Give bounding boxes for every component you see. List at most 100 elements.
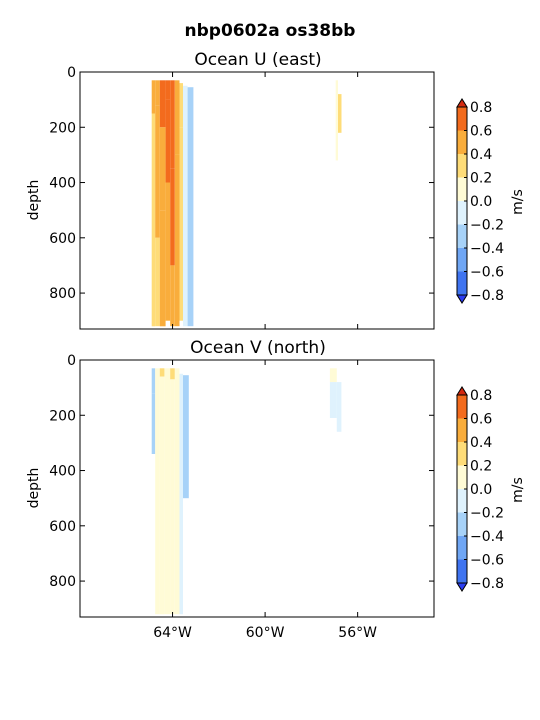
heatmap-cell <box>179 373 183 615</box>
y-tick-label: 800 <box>49 286 76 302</box>
colorbar-band <box>457 248 467 272</box>
colorbar-band <box>457 395 467 419</box>
heatmap-cell <box>165 182 171 321</box>
heatmap-cell <box>151 113 156 166</box>
colorbar-v: −0.8 −0.6 −0.4 −0.2 0.0 0.2 0.4 0.6 0.8 <box>456 386 504 592</box>
colorbar-tick-label: 0.6 <box>470 124 492 140</box>
colorbar-tick-label: −0.6 <box>470 553 504 569</box>
colorbar-band <box>457 512 467 536</box>
plot-frame-v <box>79 359 435 618</box>
colorbar-band <box>457 107 467 131</box>
heatmap-cell <box>151 166 156 327</box>
heatmap-cells-u <box>151 80 342 327</box>
colorbar-extend-max <box>456 98 468 108</box>
colorbar-tick-label: 0.2 <box>470 171 492 187</box>
heatmap-cell <box>174 154 180 327</box>
colorbar-band <box>457 489 467 513</box>
heatmap-cell <box>155 80 160 106</box>
heatmap-cell <box>336 382 342 432</box>
panel-1-title: Ocean U (east) <box>194 50 321 70</box>
heatmap-cell <box>155 237 160 327</box>
colorbar-band <box>457 201 467 225</box>
x-tick-label: 60°W <box>246 625 285 641</box>
colorbar-extend-min <box>456 294 468 304</box>
colorbar-tick-label: 0.4 <box>470 147 492 163</box>
colorbar-extend-min <box>456 582 468 592</box>
y-tick-label: 200 <box>49 120 76 136</box>
colorbar-band <box>457 271 467 295</box>
heatmap-cell <box>335 80 338 122</box>
x-tick-label: 56°W <box>338 625 377 641</box>
colorbar-tick-label: 0.0 <box>470 482 492 498</box>
panel-1-ylabel: depth <box>26 180 42 221</box>
plot-frame-u <box>79 71 435 330</box>
heatmap-cell <box>151 393 156 454</box>
colorbar-2-label: m/s <box>510 477 526 503</box>
heatmap-cell <box>170 265 175 327</box>
colorbar-tick-label: −0.4 <box>470 241 504 257</box>
heatmap-cell <box>155 105 160 238</box>
heatmap-cell <box>329 382 337 418</box>
heatmap-cell <box>170 168 175 266</box>
y-tick-label: 600 <box>49 519 76 535</box>
colorbar-tick-label: −0.2 <box>470 506 504 522</box>
colorbar-tick-label: 0.8 <box>470 388 492 404</box>
heatmap-cell <box>155 368 160 615</box>
heatmap-cell <box>159 127 166 211</box>
y-tick-label: 0 <box>67 353 76 369</box>
heatmap-cell <box>159 376 165 615</box>
x-tick-label: 64°W <box>153 625 192 641</box>
axis-ticks-u: 0 200 400 600 800 <box>49 65 434 329</box>
heatmap-cell <box>179 127 183 321</box>
colorbar-band <box>457 418 467 442</box>
y-tick-label: 400 <box>49 464 76 480</box>
colorbar-1-label: m/s <box>510 189 526 215</box>
y-tick-label: 600 <box>49 231 76 247</box>
colorbar-tick-label: 0.0 <box>470 194 492 210</box>
y-tick-label: 400 <box>49 176 76 192</box>
y-tick-label: 0 <box>67 65 76 81</box>
colorbar-tick-label: 0.4 <box>470 435 492 451</box>
colorbar-tick-label: 0.6 <box>470 412 492 428</box>
heatmap-cell <box>170 368 175 380</box>
panel-2-title: Ocean V (north) <box>190 338 326 358</box>
y-tick-label: 800 <box>49 574 76 590</box>
heatmap-cell <box>165 80 171 100</box>
y-tick-label: 200 <box>49 408 76 424</box>
colorbar-band <box>457 154 467 178</box>
colorbar-band <box>457 559 467 583</box>
panel-ocean-u: 0 200 400 600 800 <box>49 65 435 330</box>
heatmap-cell <box>164 368 171 615</box>
heatmap-cell <box>338 94 342 133</box>
heatmap-cell <box>174 368 180 615</box>
colorbar-band <box>457 177 467 201</box>
heatmap-cell <box>187 87 194 327</box>
colorbar-tick-label: −0.2 <box>470 218 504 234</box>
heatmap-cell <box>329 368 337 383</box>
colorbar-u: −0.8 −0.6 −0.4 −0.2 0.0 0.2 0.4 0.6 0.8 <box>456 98 504 304</box>
heatmap-cell <box>179 83 183 128</box>
colorbar-tick-label: −0.8 <box>470 576 504 592</box>
colorbar-band <box>457 224 467 248</box>
axis-ticks-v: 0 200 400 600 800 64°W 60°W 56°W <box>49 353 434 641</box>
heatmap-cell <box>183 85 188 327</box>
colorbar-tick-label: 0.2 <box>470 459 492 475</box>
colorbar-band <box>457 442 467 466</box>
colorbar-band <box>457 130 467 154</box>
heatmap-cell <box>159 210 166 327</box>
panel-ocean-v: 0 200 400 600 800 64°W 60°W 56°W <box>49 353 435 641</box>
panel-2-ylabel: depth <box>26 468 42 509</box>
heatmap-cell <box>151 80 156 114</box>
heatmap-cell <box>151 368 156 394</box>
heatmap-cell <box>159 80 166 128</box>
colorbar-band <box>457 465 467 489</box>
colorbar-tick-label: −0.4 <box>470 529 504 545</box>
heatmap-cell <box>170 80 175 169</box>
heatmap-cell <box>335 121 338 161</box>
colorbar-extend-max <box>456 386 468 396</box>
heatmap-cells-v <box>151 368 342 615</box>
heatmap-cell <box>159 368 165 377</box>
heatmap-cell <box>183 375 189 499</box>
colorbar-tick-label: −0.6 <box>470 265 504 281</box>
